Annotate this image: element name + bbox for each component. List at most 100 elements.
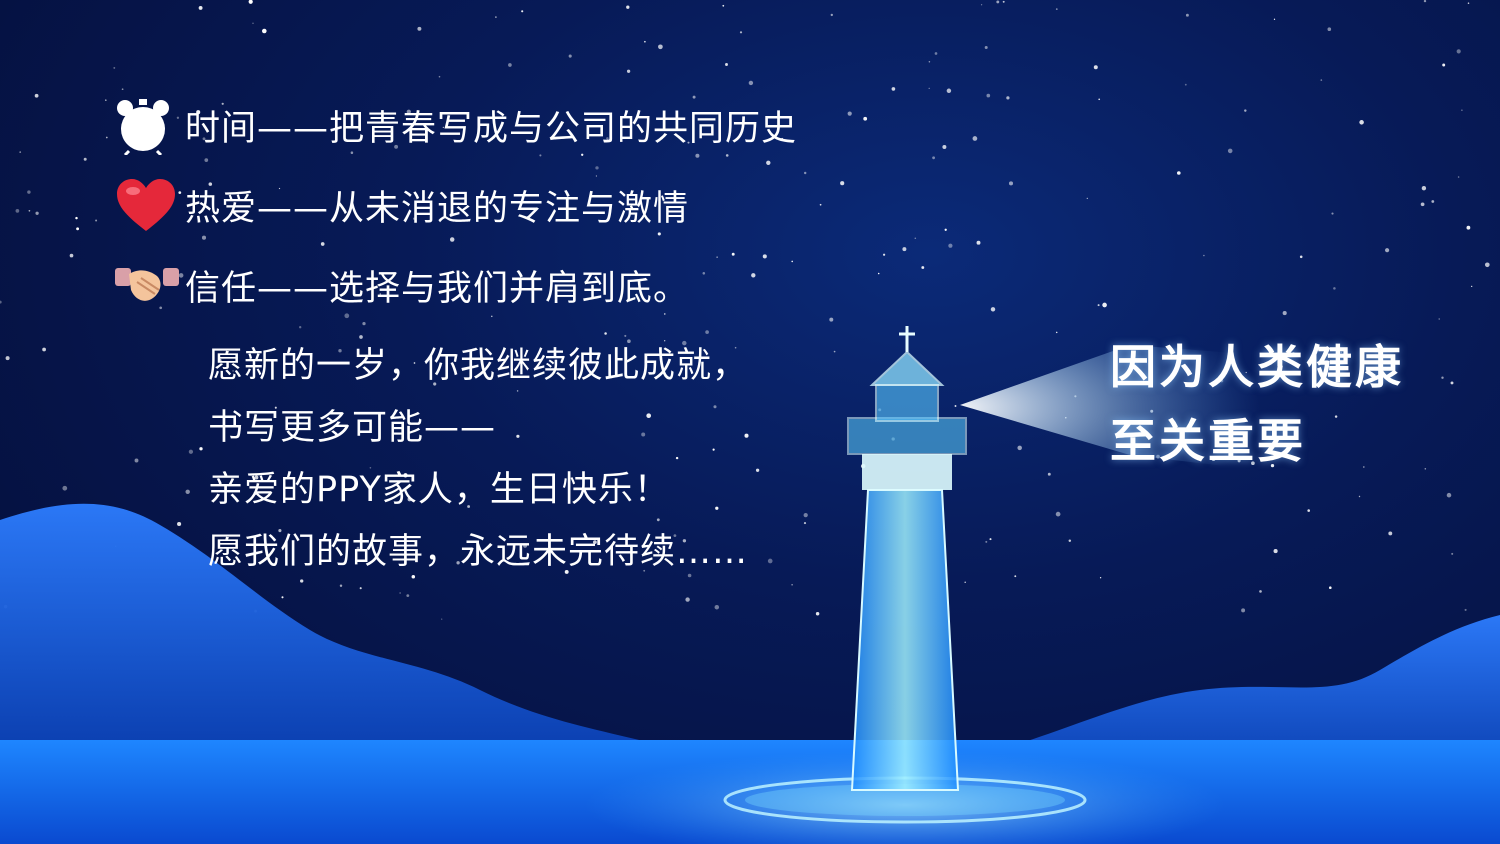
- wish-line-4: 愿我们的故事，永远未完待续……: [208, 532, 749, 572]
- star: [744, 433, 749, 438]
- star: [705, 330, 709, 334]
- birthday-wish: 愿新的一岁，你我继续彼此成就， 书写更多可能—— 亲爱的PPY家人，生日快乐！ …: [208, 335, 748, 583]
- star: [379, 293, 382, 295]
- star: [176, 116, 180, 119]
- star: [252, 22, 254, 24]
- star: [516, 434, 520, 438]
- star: [682, 340, 687, 346]
- star: [658, 44, 663, 50]
- star: [984, 46, 988, 49]
- star: [1442, 63, 1446, 67]
- star: [1450, 381, 1454, 385]
- star: [695, 153, 700, 158]
- value-passion: 热爱——从未消退的专注与激情: [115, 165, 797, 245]
- star: [990, 307, 996, 312]
- star: [675, 456, 679, 460]
- star: [1340, 351, 1342, 354]
- star: [278, 187, 281, 190]
- star: [914, 237, 917, 239]
- star: [1102, 302, 1107, 308]
- star: [781, 137, 783, 140]
- star: [202, 137, 206, 141]
- wish-line-2: 书写更多可能——: [208, 408, 497, 448]
- star: [178, 273, 184, 278]
- slogan: 因为人类健康 至关重要: [1110, 330, 1404, 478]
- star: [791, 260, 794, 263]
- star: [1002, 0, 1005, 3]
- star: [1098, 98, 1101, 101]
- star: [1451, 552, 1454, 555]
- star: [664, 340, 666, 342]
- star: [1097, 304, 1100, 307]
- star: [495, 16, 497, 18]
- star: [595, 175, 598, 177]
- star: [673, 534, 677, 537]
- core-values-list: 时间——把青春写成与公司的共同历史 热爱——从未消退的专注与激情 信任——选择与…: [115, 85, 797, 325]
- star: [687, 141, 690, 144]
- star: [178, 191, 182, 194]
- star: [976, 240, 981, 245]
- star: [62, 485, 68, 491]
- star: [755, 468, 760, 472]
- star: [1086, 197, 1088, 200]
- star: [449, 237, 455, 242]
- star: [320, 242, 325, 246]
- star: [1466, 225, 1471, 230]
- star: [972, 136, 978, 141]
- star: [624, 334, 627, 337]
- star: [371, 298, 373, 301]
- star: [902, 247, 907, 252]
- star: [399, 592, 401, 594]
- star: [644, 40, 646, 43]
- star: [840, 181, 845, 186]
- star: [300, 579, 304, 583]
- star: [1329, 586, 1332, 589]
- star: [748, 80, 754, 86]
- star: [441, 618, 443, 620]
- star: [403, 473, 408, 478]
- star: [1362, 466, 1365, 468]
- star: [1203, 254, 1205, 257]
- star: [1327, 27, 1332, 32]
- star: [626, 69, 631, 73]
- star: [1456, 49, 1461, 54]
- lighthouse: [723, 326, 1087, 824]
- star: [105, 99, 107, 101]
- mountain-left: [0, 503, 660, 760]
- star: [944, 228, 947, 231]
- star: [606, 137, 609, 140]
- star: [442, 126, 444, 129]
- star: [948, 243, 953, 248]
- star: [1177, 171, 1181, 175]
- star: [946, 88, 952, 94]
- wish-line-1: 愿新的一岁，你我继续彼此成就，: [208, 346, 749, 386]
- star: [725, 154, 729, 157]
- star: [491, 315, 493, 318]
- star: [69, 253, 74, 258]
- star: [657, 232, 661, 236]
- star: [159, 306, 163, 310]
- star: [1017, 445, 1022, 451]
- value-trust-text: 信任——选择与我们并肩到底。: [185, 268, 690, 309]
- star: [27, 190, 31, 194]
- star: [113, 66, 116, 69]
- star: [344, 313, 350, 319]
- star: [595, 166, 599, 170]
- star: [731, 252, 735, 256]
- star: [829, 317, 834, 322]
- star: [685, 597, 690, 602]
- star: [1331, 212, 1334, 215]
- star: [1334, 415, 1338, 418]
- star: [564, 569, 569, 574]
- star: [508, 63, 512, 67]
- star: [75, 216, 78, 220]
- star: [1446, 492, 1452, 498]
- light-beam: [960, 345, 1260, 470]
- star: [1008, 181, 1014, 186]
- star: [1358, 495, 1361, 498]
- star: [942, 145, 947, 149]
- star: [803, 512, 808, 518]
- star: [177, 521, 182, 527]
- star: [278, 529, 282, 533]
- star: [281, 596, 284, 599]
